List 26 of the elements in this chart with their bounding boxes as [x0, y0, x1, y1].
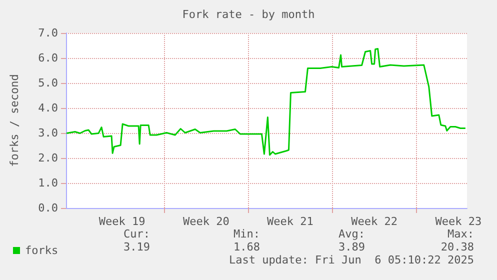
x-tick-label: Week 22 [351, 215, 398, 228]
y-tick-label: 3.0 [38, 126, 58, 140]
text: 3.19 [124, 240, 150, 254]
y-tick-label: 4.0 [38, 102, 58, 114]
y-tick-label: 2.0 [38, 152, 58, 164]
x-tick-label: Week 21 [267, 215, 314, 228]
text: Min: [234, 228, 260, 240]
text: Last update: Fri Jun 6 05:10:22 2025 [228, 254, 474, 266]
legend-label: forks [25, 244, 58, 257]
y-tick-label: 7.0 [38, 26, 58, 40]
x-tick-label: Week 20 [182, 215, 230, 228]
y-axis-title: forks / second [8, 74, 21, 167]
text: 20.38 [440, 240, 474, 254]
y-tick-label: 5.0 [38, 76, 58, 90]
line-series [66, 48, 466, 156]
x-tick-label: Week 23 [435, 215, 482, 228]
text: Max: [448, 228, 474, 240]
text: Cur: [124, 228, 150, 240]
x-tick-label: Week 19 [98, 215, 146, 228]
text: 3.89 [338, 240, 365, 254]
y-tick-label: 6.0 [38, 52, 58, 64]
text: Avg: [338, 228, 365, 240]
y-tick-label: 1.0 [38, 176, 58, 190]
chart-title: Fork rate - by month [182, 8, 315, 21]
text: 1.68 [234, 240, 260, 254]
y-tick-label: 0.0 [38, 202, 58, 214]
